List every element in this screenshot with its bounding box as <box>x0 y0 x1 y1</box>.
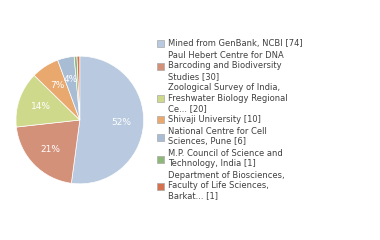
Text: 7%: 7% <box>50 81 65 90</box>
Text: 52%: 52% <box>111 118 131 127</box>
Wedge shape <box>16 75 80 127</box>
Text: 21%: 21% <box>40 144 60 154</box>
Text: 14%: 14% <box>30 102 51 111</box>
Wedge shape <box>71 56 144 184</box>
Wedge shape <box>74 56 80 120</box>
Wedge shape <box>34 60 80 120</box>
Wedge shape <box>77 56 80 120</box>
Wedge shape <box>16 120 80 183</box>
Legend: Mined from GenBank, NCBI [74], Paul Hebert Centre for DNA
Barcoding and Biodiver: Mined from GenBank, NCBI [74], Paul Hebe… <box>157 39 302 201</box>
Text: 4%: 4% <box>63 75 78 84</box>
Wedge shape <box>58 56 80 120</box>
